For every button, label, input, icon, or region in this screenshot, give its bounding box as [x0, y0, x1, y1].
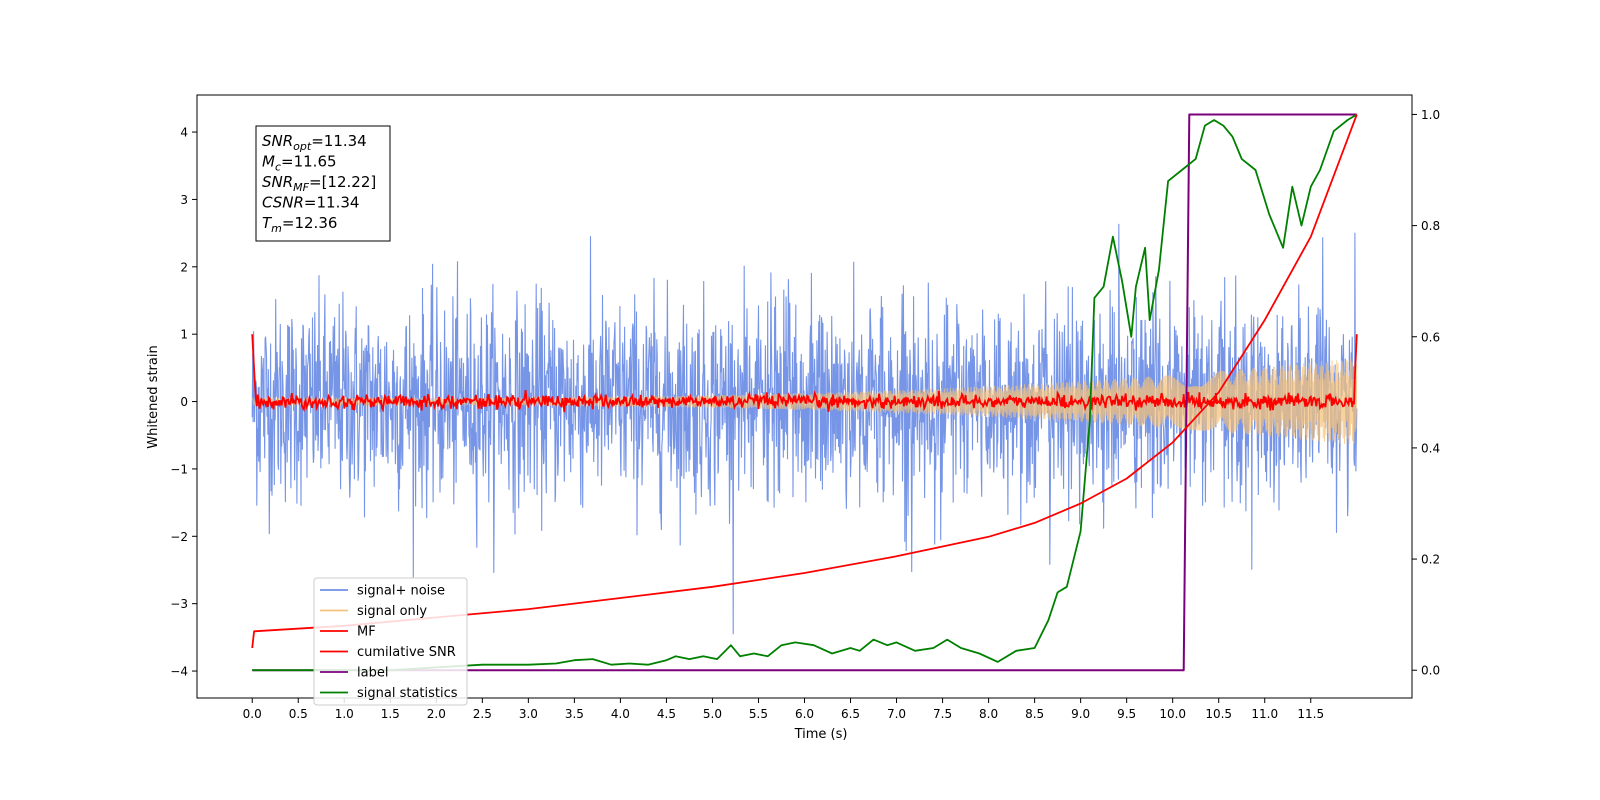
y-axis-right: 1.0 0.8 0.6 0.4 0.2 0.0 [1412, 108, 1440, 678]
x-tick-label: 8.5 [1025, 707, 1044, 721]
y2-tick-label: 0.6 [1421, 330, 1440, 344]
legend-entry: label [357, 666, 388, 681]
y2-tick-label: 0.4 [1421, 441, 1440, 455]
x-tick-label: 3.5 [565, 707, 584, 721]
x-tick-label: 7.5 [933, 707, 952, 721]
x-tick-label: 2.0 [427, 707, 446, 721]
annotation-line: Mc=11.65 [262, 153, 337, 174]
legend: signal+ noise signal only MF cumilative SNR… [313, 577, 468, 706]
legend-frame [313, 577, 468, 706]
y-tick-label: 3 [180, 193, 188, 207]
annotation-line: SNRMF=[12.22] [262, 173, 376, 194]
y2-tick-label: 0.8 [1421, 219, 1440, 233]
y-tick-label: −2 [170, 530, 188, 544]
y-axis-left: 4 3 2 1 0 −1 −2 −3 −4 [170, 126, 197, 679]
x-tick-label: 0.0 [243, 707, 262, 721]
x-tick-label: 1.5 [381, 707, 400, 721]
series-signal-statistics [252, 113, 1358, 672]
annotation-box: SNRopt=11.34Mc=11.65SNRMF=[12.22]CSNR=11… [255, 125, 391, 242]
x-tick-label: 11.0 [1251, 707, 1278, 721]
x-tick-label: 4.0 [611, 707, 630, 721]
y-tick-label: −4 [170, 665, 188, 679]
annotation-frame [255, 125, 391, 242]
legend-entry: signal+ noise [357, 584, 445, 599]
y-tick-label: −3 [170, 597, 188, 611]
mf-line [251, 334, 1358, 413]
legend-entry: MF [357, 625, 376, 640]
y2-tick-label: 1.0 [1421, 108, 1440, 122]
x-tick-label: 6.5 [841, 707, 860, 721]
annotation-line: CSNR=11.34 [262, 194, 359, 212]
y2-tick-label: 0.2 [1421, 553, 1440, 567]
legend-entry: signal only [357, 604, 427, 619]
x-axis: 0.0 0.5 1.0 1.5 2.0 2.5 3.0 3.5 4.0 4.5 5.0 5.5 6.0 6… [243, 698, 1324, 721]
y-tick-label: −1 [170, 462, 188, 476]
series-signal-only [251, 357, 1358, 445]
x-tick-label: 2.5 [473, 707, 492, 721]
x-tick-label: 9.0 [1071, 707, 1090, 721]
y-axis-label: Whitened strain [146, 345, 161, 448]
x-tick-label: 0.5 [289, 707, 308, 721]
signal-only-line [251, 357, 1358, 445]
x-tick-label: 11.5 [1297, 707, 1324, 721]
x-tick-label: 10.0 [1159, 707, 1186, 721]
x-tick-label: 5.5 [749, 707, 768, 721]
x-tick-label: 9.5 [1117, 707, 1136, 721]
x-tick-label: 8.0 [979, 707, 998, 721]
series-mf [251, 334, 1358, 413]
y2-tick-label: 0.0 [1421, 664, 1440, 678]
x-tick-label: 4.5 [657, 707, 676, 721]
x-tick-label: 5.0 [703, 707, 722, 721]
x-tick-label: 3.0 [519, 707, 538, 721]
legend-entry: cumilative SNR [357, 645, 456, 660]
y-tick-label: 1 [180, 328, 188, 342]
x-tick-label: 10.5 [1205, 707, 1232, 721]
series-label [252, 113, 1357, 672]
y-tick-label: 0 [180, 395, 188, 409]
y-tick-label: 4 [180, 126, 188, 140]
signal-statistics-line [252, 113, 1358, 672]
x-tick-label: 1.0 [335, 707, 354, 721]
x-tick-label: 7.0 [887, 707, 906, 721]
x-tick-label: 6.0 [795, 707, 814, 721]
annotation-line: Tm=12.36 [262, 214, 337, 235]
x-axis-label: Time (s) [794, 727, 848, 742]
legend-entry: signal statistics [357, 686, 458, 701]
y-tick-label: 2 [180, 260, 188, 274]
label-line [252, 113, 1357, 672]
annotation-line: SNRopt=11.34 [262, 132, 367, 153]
